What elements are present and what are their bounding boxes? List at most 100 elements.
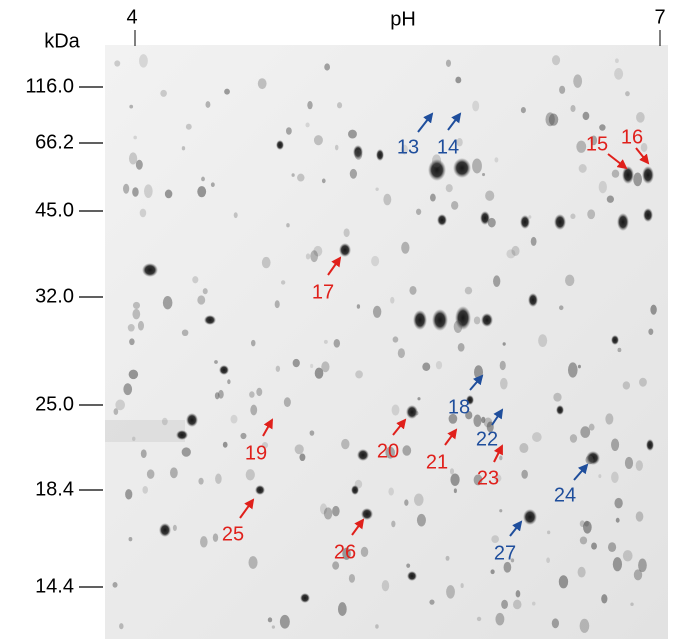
protein-spot [482,172,486,177]
mw-label: 25.0 [35,393,74,415]
protein-spot [245,469,255,481]
protein-spot [123,383,133,396]
spot-label: 18 [448,396,470,418]
protein-spot [279,614,290,629]
protein-spot [219,365,229,375]
protein-spot [349,168,358,179]
protein-spot [569,434,578,443]
protein-spot [521,469,528,479]
protein-spot [429,599,435,605]
protein-spot [391,404,400,416]
protein-spot [354,479,363,489]
protein-spot [146,469,155,479]
spot-arrow [573,463,589,481]
spot-arrow [239,498,255,519]
mw-label: 14.4 [35,575,74,597]
spot-arrow [262,418,273,437]
protein-spot [605,413,614,425]
spot-arrow [469,374,484,391]
protein-spot [376,149,384,161]
protein-spot [453,488,457,494]
protein-spot [582,111,590,121]
protein-spot [210,182,215,188]
protein-spot [197,295,206,305]
protein-spot [162,296,173,310]
protein-spot [248,556,258,569]
spot-arrow [607,153,628,170]
protein-spot [520,106,526,114]
protein-spot [611,335,619,345]
protein-spot [648,328,654,335]
protein-spot [310,363,314,369]
protein-spot [172,524,177,531]
protein-spot [428,159,446,181]
protein-spot [132,308,141,320]
protein-spot [413,493,424,506]
protein-spot [139,54,148,68]
spot-arrow [444,428,458,446]
spot-label: 23 [477,467,499,489]
protein-spot [240,432,247,440]
protein-spot [473,414,482,427]
protein-spot [502,342,506,346]
protein-spot [445,184,453,193]
protein-spot [614,68,624,80]
protein-spot [415,208,422,215]
spot-layer [112,54,657,633]
protein-spot [343,228,350,238]
protein-spot [481,313,493,327]
protein-spot [554,214,566,230]
protein-spot [520,215,530,229]
protein-spot [353,145,363,159]
protein-spot [356,304,361,309]
protein-spot [565,274,575,287]
protein-spot [532,601,536,606]
protein-spot [185,123,192,130]
gel-streak [105,420,185,442]
spot-arrow [491,408,504,426]
protein-spot [214,360,218,364]
protein-spot [577,364,581,369]
protein-spot [639,377,647,387]
protein-spot [297,173,305,182]
mw-label: 32.0 [35,285,74,307]
protein-spot [333,338,341,348]
protein-spot [230,414,238,424]
protein-spot [615,517,620,523]
protein-spot [135,159,143,170]
protein-spot [456,138,463,147]
protein-spot [551,55,561,66]
protein-spot [642,166,654,184]
protein-spot [579,536,588,545]
protein-spot [160,89,167,97]
protein-spot [224,88,230,95]
protein-spot [222,441,228,448]
protein-spot [286,223,290,228]
protein-spot [321,361,330,373]
protein-spot [218,389,224,399]
protein-spot [622,550,633,562]
protein-spot [406,405,418,419]
protein-spot [390,296,395,304]
protein-spot [202,288,208,295]
mw-label: 116.0 [25,75,74,97]
protein-spot [142,485,148,494]
spot-label: 13 [397,136,419,158]
protein-spot [251,339,256,347]
protein-spot [559,305,564,311]
protein-spot [547,530,551,535]
gel [105,45,668,639]
protein-spot [169,467,178,479]
protein-spot [499,360,506,371]
protein-spot [215,473,222,485]
protein-spot [361,508,373,520]
protein-spot [227,379,231,385]
protein-spot [140,449,147,459]
protein-spot [300,593,310,603]
protein-spot [115,399,125,411]
protein-spot [559,85,566,94]
protein-spot [250,404,258,416]
protein-spot [546,557,551,564]
protein-spot [481,416,486,424]
protein-spot [181,447,191,457]
